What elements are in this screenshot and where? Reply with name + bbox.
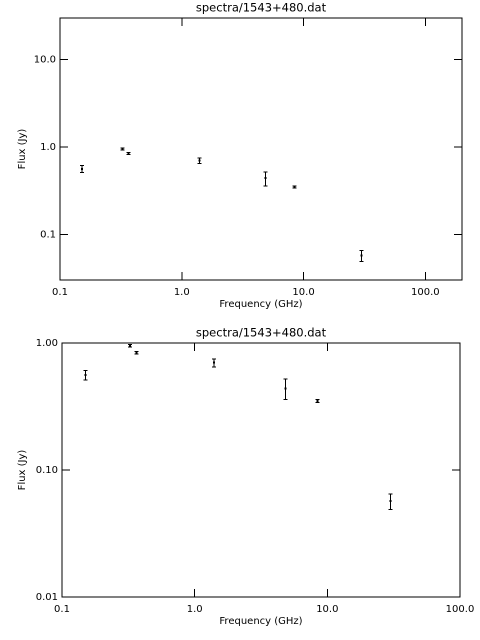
- point: [264, 177, 267, 180]
- x-tick-label: 0.1: [54, 604, 70, 615]
- point: [128, 344, 131, 347]
- point: [121, 147, 124, 150]
- y-axis-label: Flux (Jy): [17, 450, 28, 491]
- point: [127, 152, 130, 155]
- point: [80, 167, 83, 170]
- y-tick-label: 1.0: [40, 142, 56, 153]
- y-tick-label: 10.0: [34, 55, 56, 66]
- plot-frame: [61, 342, 461, 598]
- point: [213, 361, 216, 364]
- chart-title: spectra/1543+480.dat: [196, 1, 327, 15]
- x-tick-label: 100.0: [411, 287, 440, 298]
- chart-title: spectra/1543+480.dat: [196, 326, 327, 340]
- x-tick-label: 0.1: [52, 287, 68, 298]
- y-tick-label: 1.00: [36, 338, 58, 349]
- y-axis-label: Flux (Jy): [17, 129, 28, 170]
- point: [316, 399, 319, 402]
- point: [293, 185, 296, 188]
- point: [198, 159, 201, 162]
- point: [389, 500, 392, 503]
- x-tick-label: 10.0: [292, 287, 314, 298]
- y-tick-label: 0.01: [36, 592, 58, 603]
- x-axis-label: Frequency (GHz): [219, 616, 302, 627]
- point: [135, 351, 138, 354]
- x-tick-label: 1.0: [187, 604, 203, 615]
- point: [360, 254, 363, 257]
- plot-frame: [59, 17, 463, 281]
- x-tick-label: 100.0: [446, 604, 475, 615]
- y-tick-label: 0.10: [36, 465, 58, 476]
- y-tick-label: 0.1: [40, 229, 56, 240]
- x-tick-label: 10.0: [316, 604, 338, 615]
- x-axis-label: Frequency (GHz): [219, 299, 302, 310]
- point: [284, 387, 287, 390]
- x-tick-label: 1.0: [174, 287, 190, 298]
- point: [84, 373, 87, 376]
